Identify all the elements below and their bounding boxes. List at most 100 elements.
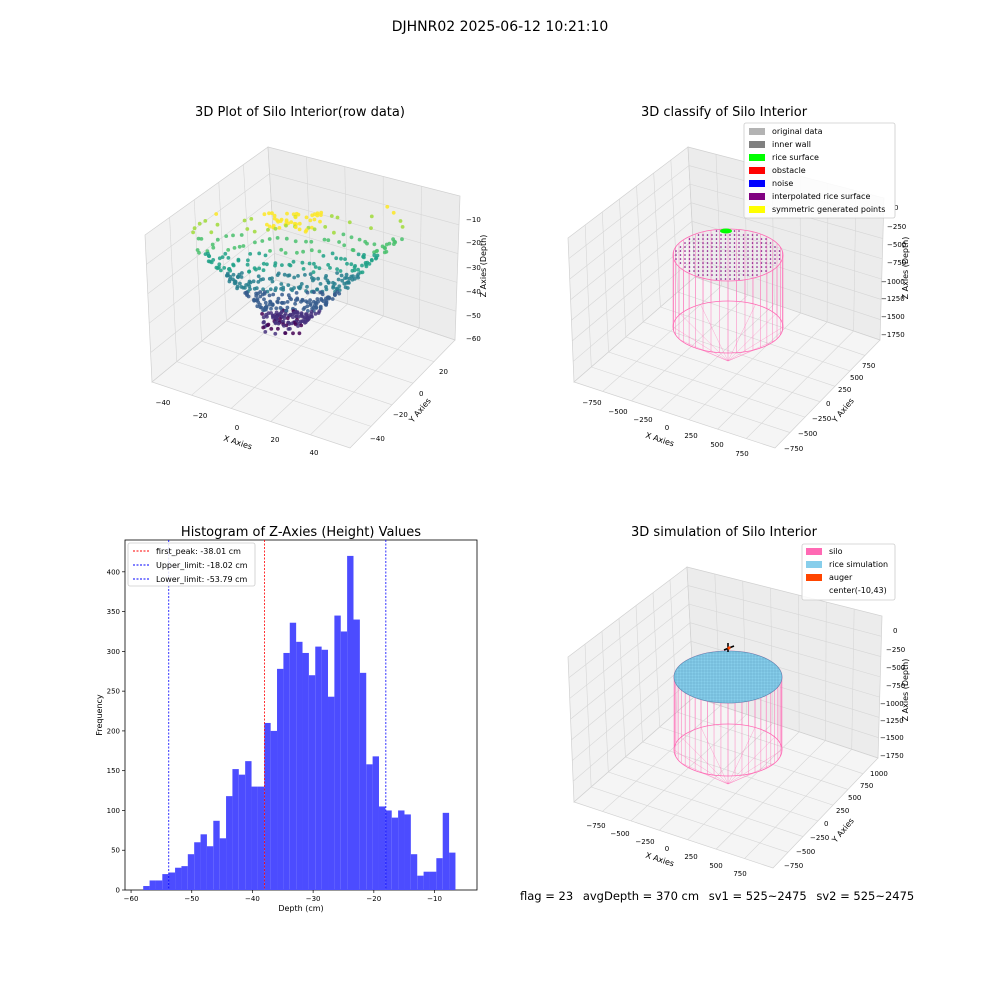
legend-label-rice-surface: rice surface — [772, 153, 819, 162]
interpolated-point — [742, 242, 745, 244]
raw-data-point — [270, 303, 275, 307]
interpolated-point — [715, 266, 718, 268]
raw-data-point — [286, 283, 291, 287]
histogram-bar — [251, 786, 258, 890]
raw-data-point — [260, 312, 264, 316]
raw-data-point — [344, 272, 349, 277]
raw-data-point — [309, 248, 314, 253]
raw-data-point — [270, 211, 274, 216]
simulation-auger — [723, 643, 735, 652]
avg-depth-text: avgDepth = 370 cm — [582, 889, 700, 903]
silo-cone-line — [680, 339, 729, 362]
raw-data-point — [289, 220, 294, 225]
interpolated-point — [733, 238, 736, 240]
interpolated-point — [729, 270, 731, 272]
histogram-bar — [168, 872, 176, 890]
raw-points — [191, 204, 405, 336]
simulation-x-tick: 750 — [733, 870, 746, 878]
raw-data-point — [296, 274, 300, 278]
interpolated-point — [733, 258, 736, 260]
raw-data-point — [285, 300, 290, 304]
histogram-bar — [206, 846, 214, 890]
raw-data-point — [303, 320, 307, 325]
interpolated-point — [711, 262, 713, 264]
raw-data-point — [299, 299, 303, 304]
raw-data-point — [217, 256, 222, 261]
raw-data-point — [197, 250, 201, 255]
raw-data-point — [289, 297, 293, 302]
raw-data-point — [324, 303, 328, 307]
interpolated-point — [724, 266, 727, 268]
raw-data-point — [291, 259, 296, 264]
raw-grid — [146, 156, 460, 436]
raw-data-point — [270, 279, 275, 284]
interpolated-point — [751, 258, 754, 260]
raw-x-tick: −40 — [156, 399, 171, 407]
raw-data-point — [312, 227, 317, 232]
legend-label-interpolated-rice-surface: interpolated rice surface — [772, 192, 870, 201]
interpolated-point — [724, 278, 727, 280]
interpolated-point — [706, 254, 709, 256]
interpolated-point — [733, 234, 736, 236]
raw-data-point — [398, 219, 403, 223]
interpolated-point — [711, 234, 713, 236]
raw-data-point — [279, 282, 284, 286]
raw-data-point — [317, 266, 322, 271]
histogram-bar — [296, 641, 303, 890]
interpolated-point — [742, 254, 745, 256]
histogram-y-tick-label: 250 — [107, 688, 120, 696]
status-footer: flag = 23 avgDepth = 370 cm sv1 = 525~24… — [520, 889, 920, 903]
grid-line — [150, 253, 275, 353]
histogram-bar — [366, 764, 373, 890]
interpolated-point — [715, 230, 718, 232]
raw-data-point — [223, 251, 228, 256]
raw-data-point — [339, 273, 344, 278]
simulation-y-tick: 750 — [860, 782, 873, 790]
raw-data-point — [345, 286, 350, 290]
interpolated-point — [697, 238, 700, 240]
interpolated-point — [738, 258, 740, 260]
interpolated-point — [724, 234, 727, 236]
interpolated-point — [702, 274, 704, 276]
raw-y-label: Y Axies — [407, 396, 433, 425]
raw-data-point — [215, 266, 220, 271]
raw-data-point — [330, 297, 335, 301]
legend-swatch-noise — [749, 180, 765, 187]
interpolated-point — [706, 242, 709, 244]
legend-label-silo: silo — [829, 547, 843, 556]
grid-line — [659, 303, 775, 411]
grid-line — [147, 199, 272, 295]
grid-line — [230, 303, 348, 409]
raw-data-point — [283, 251, 288, 255]
raw-data-point — [236, 258, 241, 263]
raw-data-point — [203, 219, 208, 223]
raw-z-tick: −60 — [466, 335, 481, 343]
raw-data-point — [349, 262, 354, 267]
simulation-y-tick: −750 — [784, 862, 803, 870]
raw-data-point — [285, 316, 290, 321]
raw-data-point — [311, 270, 316, 274]
raw-data-point — [246, 258, 250, 263]
raw-data-point — [337, 240, 341, 244]
interpolated-point — [706, 246, 709, 248]
grid-line — [715, 740, 826, 850]
interpolated-point — [720, 258, 722, 260]
raw-data-point — [265, 314, 269, 319]
raw-data-point — [276, 300, 280, 305]
grid-line — [687, 585, 882, 637]
raw-data-point — [275, 236, 280, 240]
interpolated-point — [760, 250, 763, 252]
raw-data-point — [299, 323, 304, 328]
interpolated-point — [684, 266, 686, 268]
raw-data-point — [312, 290, 316, 295]
interpolated-point — [711, 246, 713, 248]
histogram-bar — [213, 820, 220, 890]
raw-data-point — [372, 253, 377, 258]
raw-data-point — [215, 222, 220, 227]
interpolated-point — [711, 270, 713, 272]
raw-data-point — [235, 286, 240, 291]
raw-data-point — [331, 285, 335, 290]
interpolated-point — [738, 234, 740, 236]
raw-data-point — [384, 242, 389, 247]
raw-data-point — [238, 281, 242, 286]
